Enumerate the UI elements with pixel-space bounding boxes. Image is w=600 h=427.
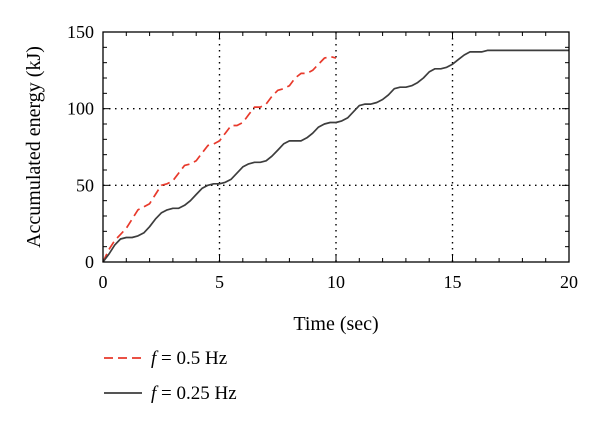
legend-label-f-0.25hz: f = 0.25 Hz [151, 383, 237, 404]
y-tick-label: 150 [67, 22, 94, 42]
legend-label-f-symbol: f [151, 383, 159, 404]
ticks [102, 31, 570, 263]
series-line-f-0.5hz [102, 55, 337, 263]
x-axis-title: Time (sec) [293, 313, 378, 335]
y-axis-title: Accumulated energy (kJ) [23, 46, 45, 248]
grid [103, 32, 569, 262]
legend-label-f-0.5hz: f = 0.5 Hz [151, 348, 227, 369]
x-tick-label: 15 [444, 272, 462, 292]
x-tick-label: 10 [327, 272, 345, 292]
series-layer [102, 49, 569, 263]
x-tick-label: 20 [560, 272, 578, 292]
y-tick-label: 100 [67, 99, 94, 119]
x-tick-label: 5 [215, 272, 224, 292]
legend: f = 0.5 Hz f = 0.25 Hz [104, 348, 237, 404]
legend-label-f-symbol: f [151, 348, 159, 369]
series-line-f-0.25hz [102, 49, 569, 263]
y-tick-label: 50 [76, 175, 94, 195]
x-tick-label: 0 [99, 272, 108, 292]
y-tick-label: 0 [85, 252, 94, 272]
legend-label-value: = 0.25 Hz [156, 383, 236, 404]
tick-labels: 0 5 10 15 20 0 50 100 150 [67, 22, 578, 292]
legend-label-value: = 0.5 Hz [156, 348, 227, 369]
